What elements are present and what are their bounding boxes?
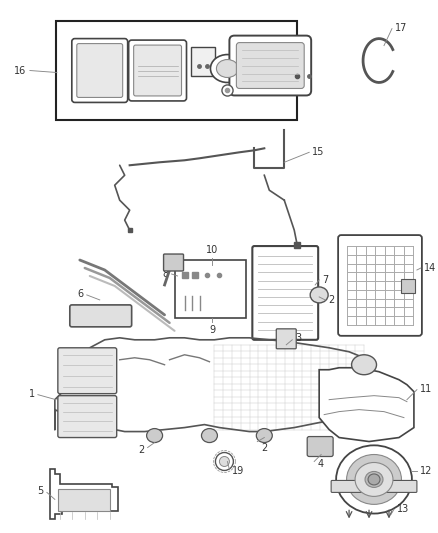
Text: 17: 17 [395,22,407,33]
Ellipse shape [201,429,217,442]
Text: 13: 13 [397,504,409,514]
Ellipse shape [256,429,272,442]
FancyBboxPatch shape [72,38,127,102]
Ellipse shape [368,474,380,485]
Bar [401,279,415,293]
FancyBboxPatch shape [276,329,296,349]
FancyBboxPatch shape [163,254,184,271]
FancyBboxPatch shape [58,395,117,438]
Text: 10: 10 [206,245,219,255]
FancyBboxPatch shape [230,36,311,95]
FancyBboxPatch shape [134,45,181,96]
FancyBboxPatch shape [252,246,318,340]
Polygon shape [50,470,118,519]
Text: 11: 11 [420,384,432,394]
FancyBboxPatch shape [191,46,215,77]
Text: 12: 12 [420,466,432,477]
Ellipse shape [216,60,238,77]
Text: 15: 15 [312,147,325,157]
Text: 1: 1 [29,389,35,399]
Text: 2: 2 [138,445,145,455]
FancyBboxPatch shape [70,305,132,327]
Ellipse shape [215,453,233,471]
Bar [56,21,297,120]
FancyBboxPatch shape [331,480,417,492]
Ellipse shape [365,472,383,487]
Ellipse shape [336,446,412,514]
Text: 5: 5 [38,487,44,496]
Ellipse shape [210,54,244,83]
Text: 19: 19 [233,466,245,477]
FancyBboxPatch shape [58,348,117,394]
Ellipse shape [355,463,393,496]
FancyBboxPatch shape [129,40,187,101]
Text: 9: 9 [209,325,215,335]
Ellipse shape [346,455,402,504]
Ellipse shape [219,456,230,466]
Text: 7: 7 [322,275,328,285]
Text: 8: 8 [162,269,169,279]
FancyBboxPatch shape [58,489,110,511]
Text: 4: 4 [317,459,323,470]
Ellipse shape [310,287,328,303]
FancyBboxPatch shape [307,437,333,456]
Text: 2: 2 [328,295,334,305]
Ellipse shape [147,429,162,442]
FancyBboxPatch shape [237,43,304,88]
Polygon shape [319,368,414,441]
Text: 14: 14 [424,263,436,273]
Text: 16: 16 [14,66,26,76]
FancyBboxPatch shape [338,235,422,336]
Text: 6: 6 [78,289,84,299]
Text: 2: 2 [261,442,268,453]
FancyBboxPatch shape [77,44,123,98]
Text: 3: 3 [295,333,301,343]
Ellipse shape [352,355,377,375]
Bar [174,260,246,318]
